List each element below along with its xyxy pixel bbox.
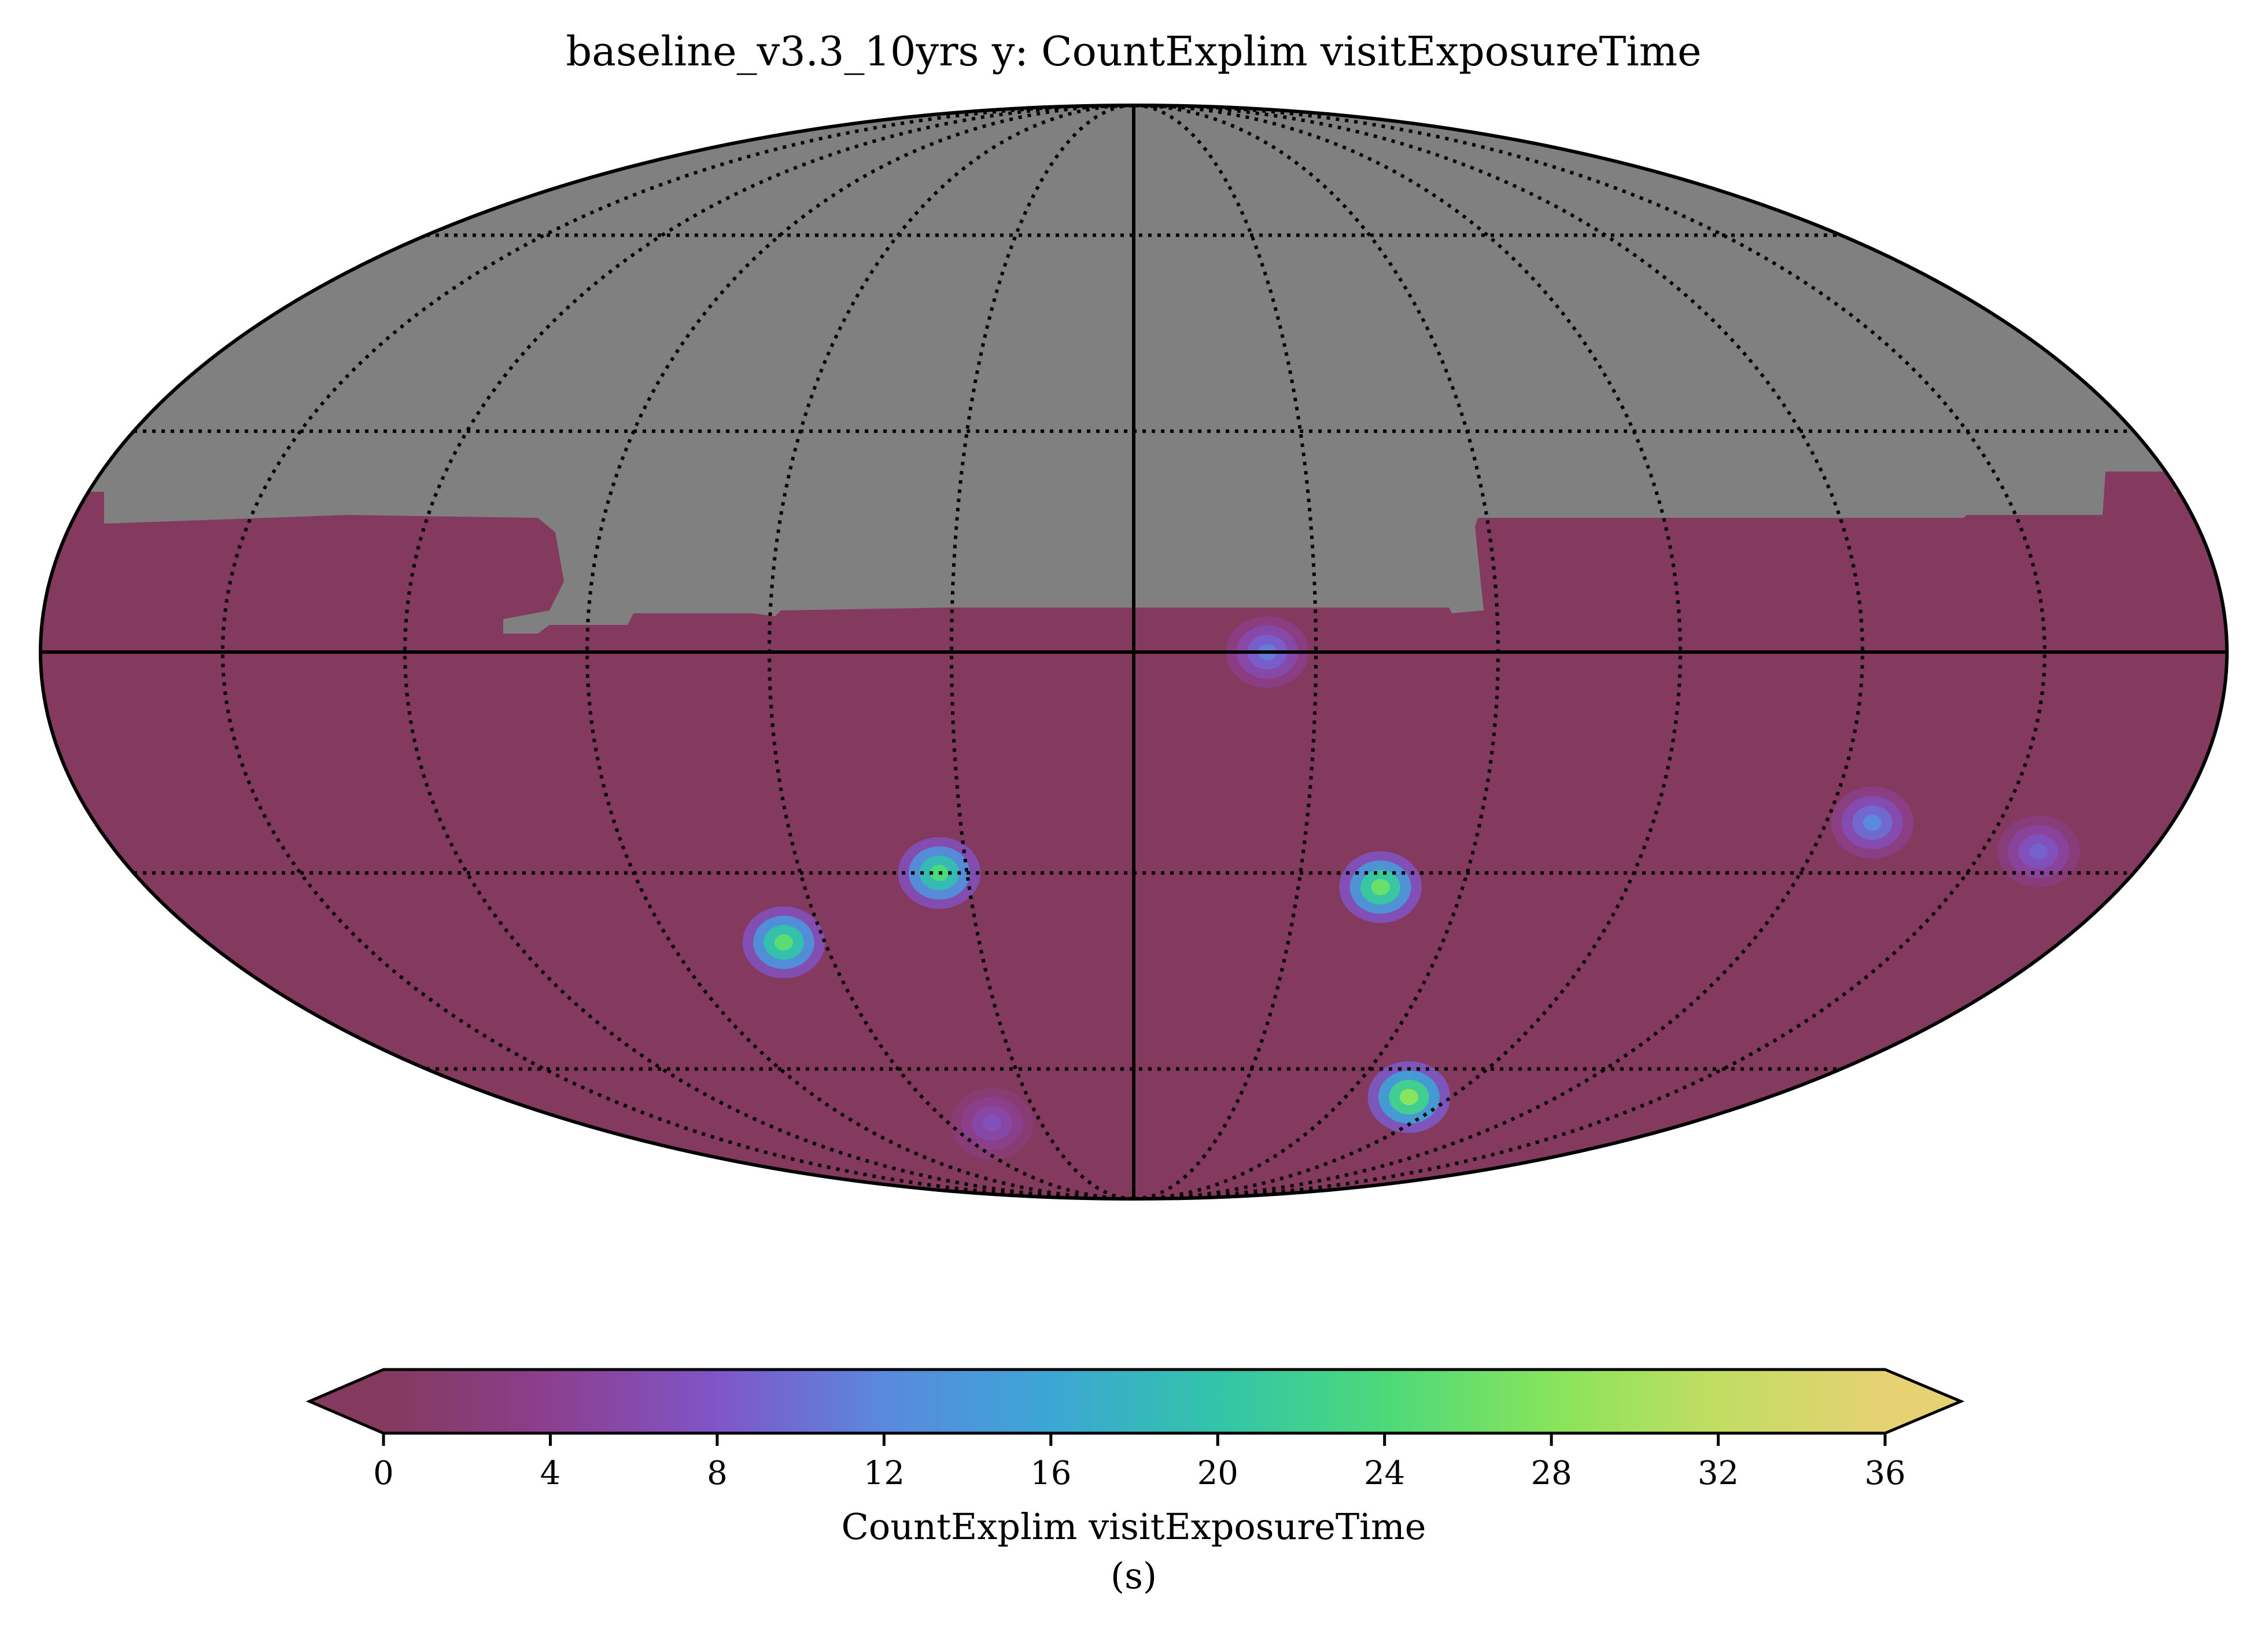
- colorbar-label: CountExplim visitExposureTime: [841, 1505, 1426, 1548]
- colorbar-min-extend: [309, 1370, 383, 1433]
- hotspot: [1831, 786, 1914, 859]
- hotspot-cell: [2029, 843, 2048, 860]
- sky-map: [39, 104, 2229, 1201]
- map-border: [39, 104, 2229, 1201]
- hotspots: [742, 616, 2080, 1159]
- colorbar: 0 4 8 12 16 20 24 28 32 36 CountExplim visitExpos…: [305, 1368, 1965, 1597]
- colorbar-tick-label: 8: [707, 1455, 728, 1492]
- meridian-line: [1133, 105, 1865, 1199]
- hotspot-cell: [1399, 1089, 1418, 1106]
- hotspot: [1339, 851, 1422, 923]
- hotspot-cell: [983, 1115, 1002, 1132]
- colorbar-tick-label: 0: [373, 1455, 394, 1492]
- hotspot-cell: [774, 934, 794, 951]
- hotspot: [742, 906, 825, 978]
- colorbar-tick-label: 16: [1030, 1455, 1071, 1492]
- hotspot: [950, 1087, 1034, 1159]
- hotspot-cell: [1863, 814, 1882, 831]
- colorbar-max-extend: [1885, 1370, 1961, 1433]
- hotspot: [1367, 1061, 1451, 1133]
- colorbar-tick-label: 24: [1364, 1455, 1405, 1492]
- colorbar-tick-label: 12: [864, 1455, 905, 1492]
- meridian-line: [403, 105, 1134, 1199]
- colorbar-ticks: 0 4 8 12 16 20 24 28 32 36: [373, 1433, 1906, 1492]
- colorbar-gradient: [383, 1370, 1885, 1433]
- colorbar-unit: (s): [1111, 1555, 1157, 1597]
- hotspot-cell: [1371, 879, 1390, 896]
- colorbar-tick-label: 28: [1531, 1455, 1572, 1492]
- colorbar-tick-label: 36: [1864, 1455, 1905, 1492]
- colorbar-tick-label: 32: [1698, 1455, 1739, 1492]
- colorbar-tick-label: 20: [1197, 1455, 1238, 1492]
- chart-title: baseline_v3.3_10yrs y: CountExplim visit…: [566, 28, 1701, 75]
- colorbar-tick-label: 4: [540, 1455, 561, 1492]
- hotspot: [1997, 815, 2080, 888]
